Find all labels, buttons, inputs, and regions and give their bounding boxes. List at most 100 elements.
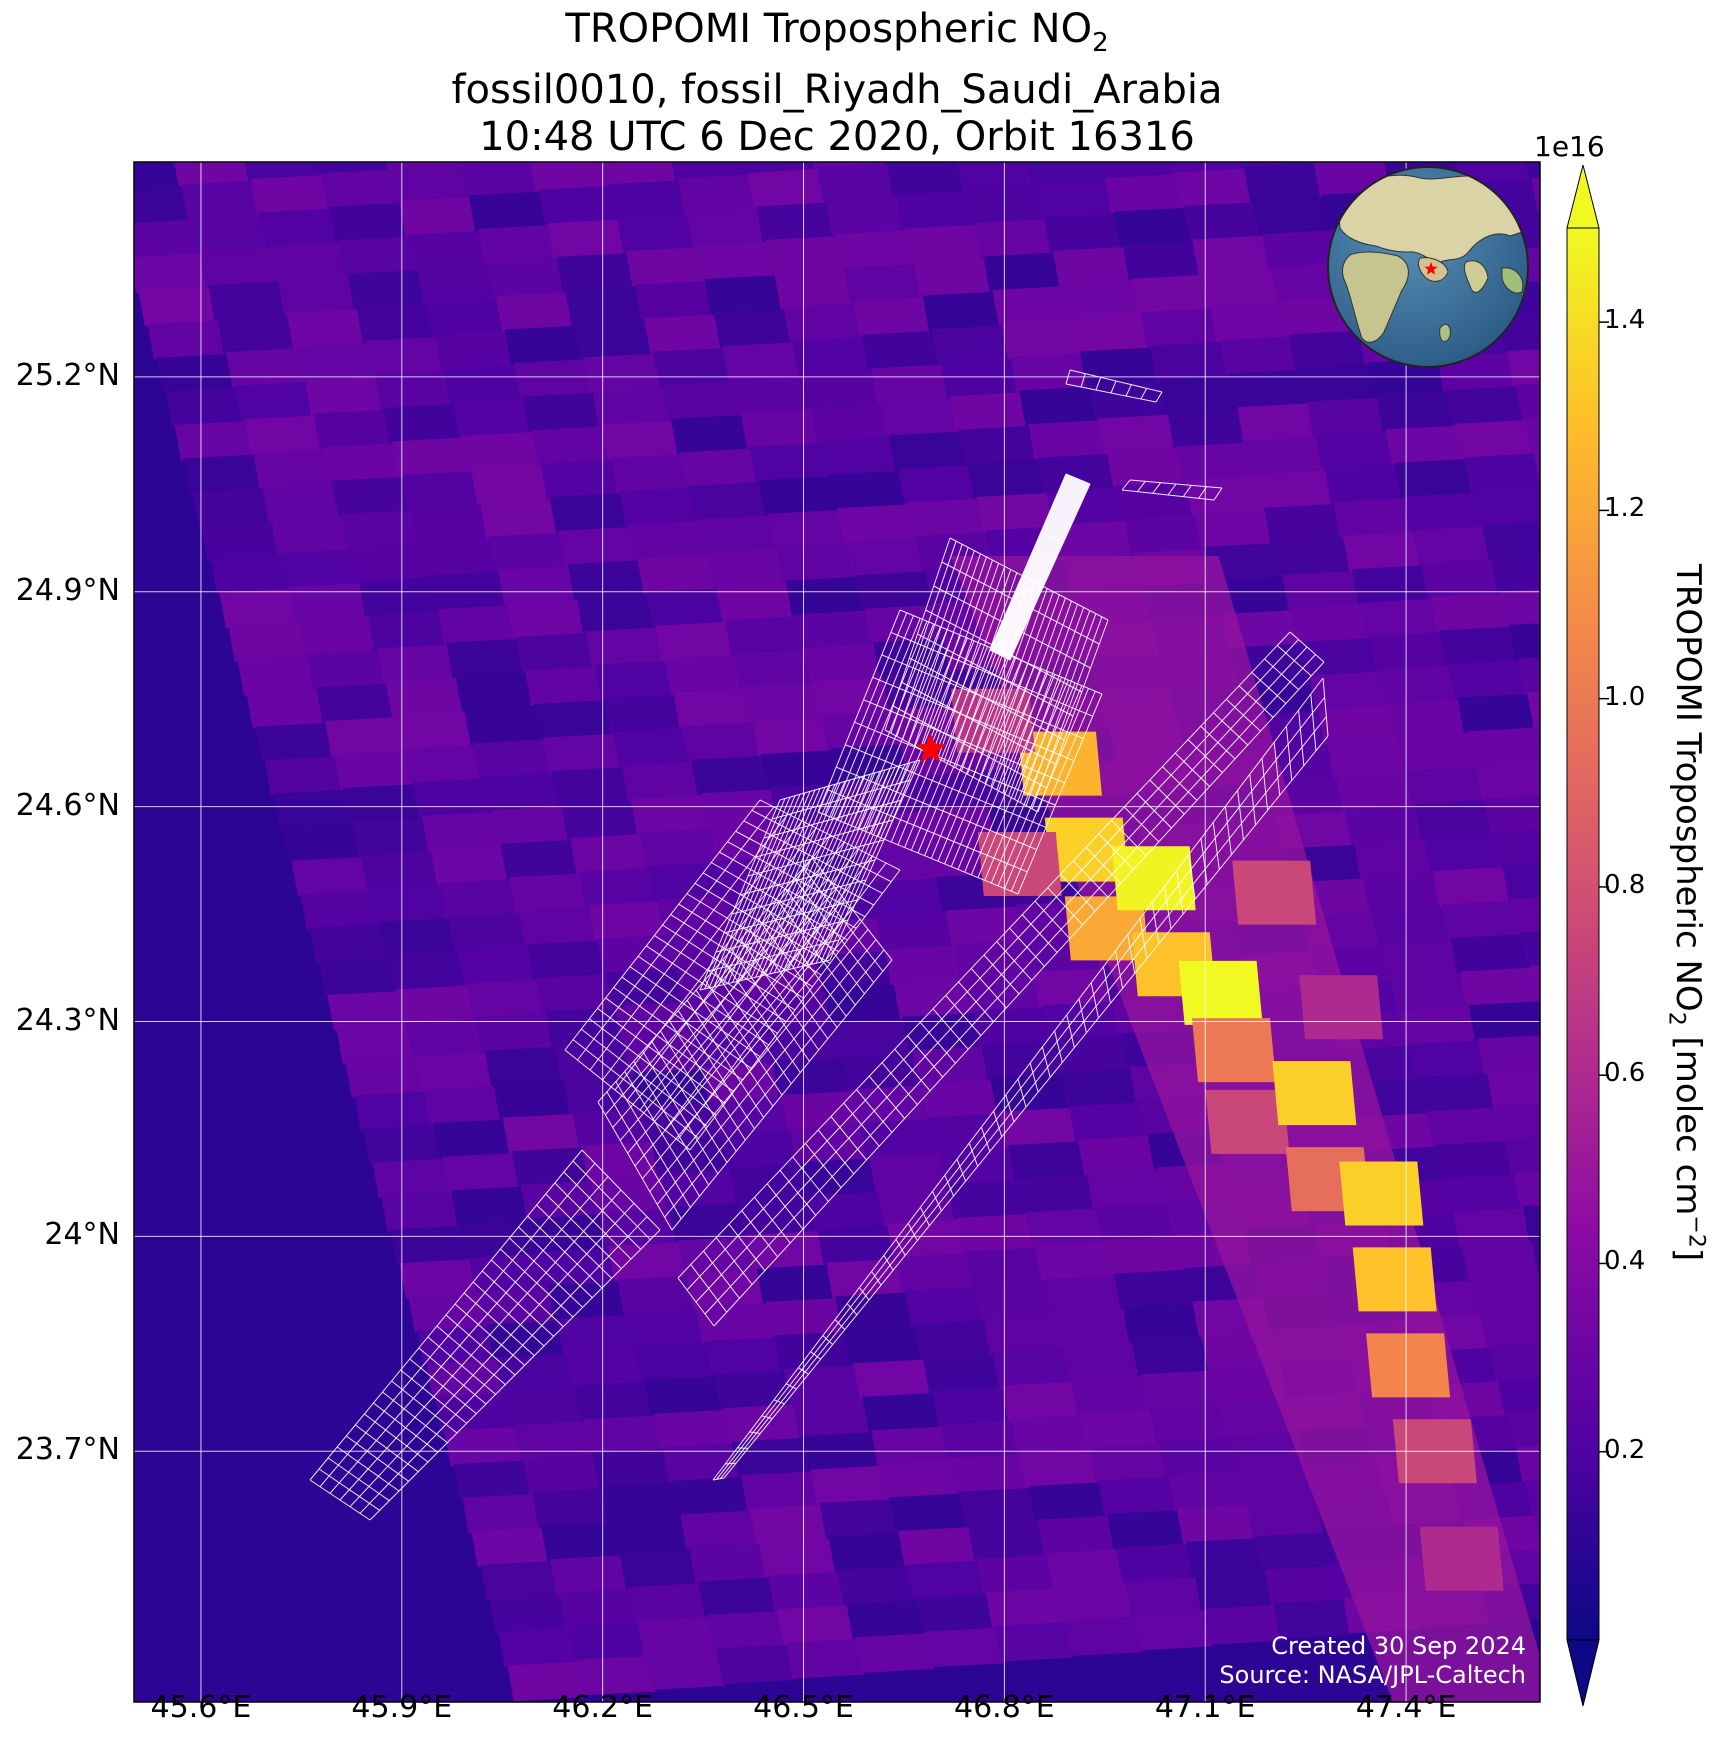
background-pixel <box>1435 79 1513 118</box>
footprint-line <box>944 663 1029 865</box>
background-pixel <box>1053 1309 1132 1349</box>
background-pixel <box>412 778 492 819</box>
background-pixel <box>767 509 847 550</box>
background-pixel <box>522 392 602 433</box>
footprint-line <box>968 1142 979 1167</box>
background-pixel <box>554 1041 633 1081</box>
background-pixel <box>1342 531 1422 572</box>
background-pixel <box>370 884 449 925</box>
background-pixel <box>1098 1476 1177 1517</box>
background-pixel <box>1412 526 1491 566</box>
footprint-line <box>917 633 1074 717</box>
background-pixel <box>805 917 885 958</box>
background-pixel <box>1505 73 1583 112</box>
background-pixel <box>1502 861 1540 901</box>
background-pixel <box>1001 319 1080 360</box>
footprint-line <box>1005 1094 1015 1122</box>
background-pixel <box>1531 173 1540 214</box>
background-pixel <box>1655 369 1716 408</box>
background-pixel <box>590 1175 669 1215</box>
background-pixel <box>704 1337 784 1377</box>
background-pixel <box>1122 1303 1202 1343</box>
background-pixel <box>837 1566 916 1606</box>
footprint-line <box>857 626 941 829</box>
background-pixel <box>1376 392 1455 432</box>
background-pixel <box>478 1287 557 1327</box>
footprint-line <box>677 631 1291 1279</box>
background-pixel <box>974 219 1053 259</box>
plume-cell <box>1111 846 1196 911</box>
background-pixel <box>626 1309 705 1349</box>
background-pixel <box>415 1052 494 1092</box>
background-pixel <box>819 1499 898 1539</box>
background-pixel <box>1167 409 1246 449</box>
background-pixel <box>190 214 269 254</box>
background-pixel <box>585 627 665 667</box>
background-pixel <box>808 162 887 170</box>
background-pixel <box>1590 923 1668 962</box>
background-pixel <box>1037 1515 1116 1556</box>
background-pixel <box>1149 1403 1229 1444</box>
background-pixel <box>648 862 728 902</box>
background-pixel <box>457 946 537 986</box>
background-pixel <box>853 1359 932 1399</box>
background-pixel <box>487 1320 566 1361</box>
background-pixel <box>1237 403 1316 443</box>
background-pixel <box>907 1560 986 1601</box>
background-pixel <box>1511 895 1540 935</box>
background-pixel <box>545 1007 624 1048</box>
footprint-line <box>990 474 1068 651</box>
footprint-line <box>716 697 1326 1480</box>
background-pixel <box>716 1644 795 1685</box>
background-pixel <box>756 1264 835 1305</box>
background-pixel <box>772 1057 851 1098</box>
background-pixel <box>628 521 707 561</box>
background-pixel <box>534 700 613 740</box>
background-pixel <box>390 163 469 204</box>
background-pixel <box>958 1487 1038 1528</box>
background-pixel <box>451 1186 530 1227</box>
background-pixel <box>879 398 959 438</box>
background-pixel <box>1107 1510 1186 1550</box>
background-pixel <box>682 722 761 762</box>
footprint-line <box>1009 483 1091 661</box>
background-pixel <box>374 370 453 411</box>
footprint-line <box>836 766 1037 851</box>
background-pixel <box>695 241 775 282</box>
created-date: Created 30 Sep 2024 <box>1271 1632 1526 1660</box>
background-pixel <box>644 314 723 354</box>
footprint-line <box>1069 369 1163 393</box>
footprint-line <box>597 857 813 1103</box>
background-pixel <box>992 286 1071 326</box>
background-pixel <box>776 1605 856 1645</box>
background-pixel <box>379 918 458 958</box>
background-pixel <box>444 1426 523 1467</box>
footprint-line <box>1002 480 1082 657</box>
colorbar <box>1566 164 1609 1707</box>
footprint-line <box>994 476 1072 653</box>
background-pixel <box>453 398 532 438</box>
plume-cell <box>1272 1061 1357 1126</box>
background-pixel <box>990 1074 1069 1114</box>
background-pixel <box>886 162 966 198</box>
background-pixel <box>477 225 557 265</box>
background-pixel <box>459 162 539 198</box>
background-pixel <box>722 1404 802 1444</box>
background-pixel <box>1192 235 1271 276</box>
footprint-line <box>1010 691 1096 892</box>
footprint-line <box>1188 854 1196 900</box>
background-pixel <box>644 1376 723 1416</box>
footprint-line <box>1200 838 1208 885</box>
footprint-line <box>919 1207 930 1226</box>
background-pixel <box>1414 800 1494 840</box>
background-pixel <box>430 845 510 886</box>
footprint-line <box>881 654 1084 739</box>
colorbar-exponent-label: 1e16 <box>1534 130 1605 163</box>
footprint-line <box>995 476 1074 654</box>
background-pixel <box>538 1247 618 1288</box>
background-pixel <box>388 951 467 992</box>
latitude-tick-label: 25.2°N <box>15 357 120 393</box>
background-pixel <box>1158 1437 1238 1477</box>
background-pixel <box>1035 1241 1114 1282</box>
background-pixel <box>826 1258 905 1299</box>
